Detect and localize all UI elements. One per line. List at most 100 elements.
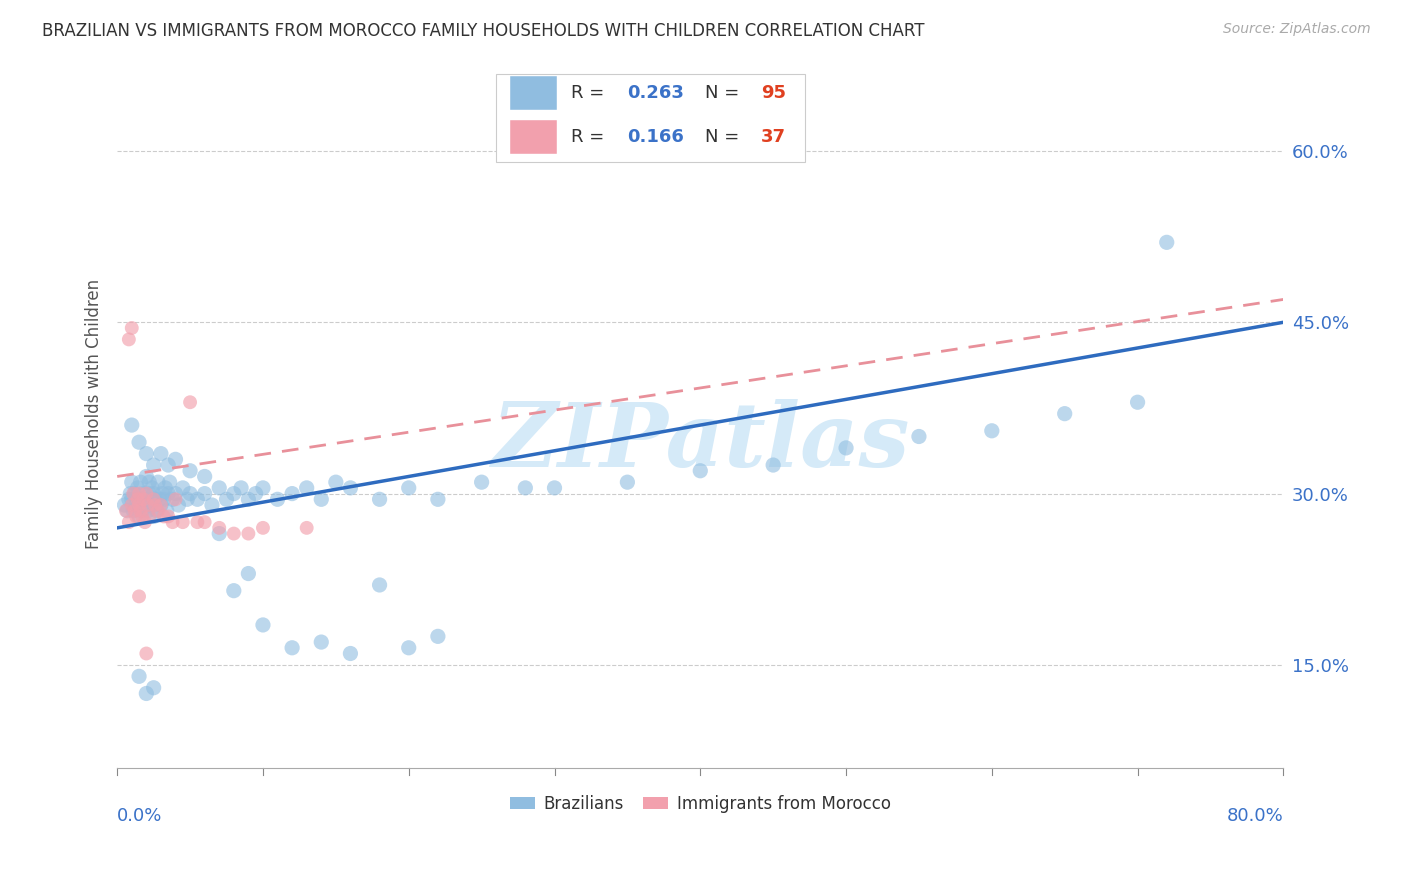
Point: [398, 481, 420, 495]
Point: [149, 498, 172, 512]
Text: 0.166: 0.166: [627, 128, 683, 145]
Point: [208, 521, 231, 535]
Point: [121, 492, 143, 507]
Point: [135, 447, 157, 461]
Point: [368, 492, 391, 507]
Point: [121, 418, 143, 433]
Point: [245, 486, 267, 500]
Point: [132, 486, 155, 500]
Point: [115, 504, 138, 518]
Point: [139, 498, 162, 512]
Point: [762, 458, 785, 472]
Point: [165, 452, 187, 467]
Point: [179, 464, 201, 478]
Point: [142, 492, 165, 507]
Point: [162, 492, 184, 507]
Point: [515, 481, 537, 495]
Point: [129, 475, 152, 490]
Point: [128, 669, 150, 683]
Point: [121, 498, 143, 512]
Point: [543, 481, 565, 495]
Point: [138, 475, 160, 490]
Text: 37: 37: [761, 128, 786, 145]
Point: [135, 469, 157, 483]
Point: [138, 486, 160, 500]
Point: [157, 458, 180, 472]
Point: [143, 492, 166, 507]
Point: [149, 498, 172, 512]
Point: [162, 515, 184, 529]
Point: [145, 504, 167, 518]
Point: [136, 498, 159, 512]
Y-axis label: Family Households with Children: Family Households with Children: [86, 278, 103, 549]
Point: [295, 521, 318, 535]
Text: R =: R =: [571, 128, 610, 145]
Point: [194, 469, 217, 483]
Point: [194, 486, 217, 500]
Point: [128, 509, 150, 524]
Point: [127, 481, 149, 495]
Point: [208, 481, 231, 495]
Point: [339, 481, 361, 495]
Point: [1126, 395, 1149, 409]
Point: [179, 486, 201, 500]
Point: [165, 492, 187, 507]
Text: 95: 95: [761, 84, 786, 102]
FancyBboxPatch shape: [510, 120, 557, 153]
Point: [222, 526, 245, 541]
Point: [129, 504, 152, 518]
Point: [159, 475, 181, 490]
Point: [980, 424, 1002, 438]
Text: 80.0%: 80.0%: [1226, 806, 1284, 824]
Text: 0.263: 0.263: [627, 84, 683, 102]
Text: 0.0%: 0.0%: [117, 806, 163, 824]
Text: Source: ZipAtlas.com: Source: ZipAtlas.com: [1223, 22, 1371, 37]
Text: N =: N =: [704, 84, 745, 102]
Point: [689, 464, 711, 478]
Point: [146, 475, 169, 490]
Text: N =: N =: [704, 128, 745, 145]
Point: [281, 486, 304, 500]
Point: [172, 481, 194, 495]
Point: [222, 583, 245, 598]
Point: [426, 492, 449, 507]
Point: [179, 395, 201, 409]
Point: [121, 475, 143, 490]
FancyBboxPatch shape: [510, 76, 557, 110]
Point: [339, 647, 361, 661]
Point: [124, 486, 146, 500]
Point: [128, 435, 150, 450]
Point: [238, 526, 260, 541]
Point: [157, 486, 180, 500]
Point: [368, 578, 391, 592]
Point: [398, 640, 420, 655]
Point: [238, 566, 260, 581]
Point: [252, 521, 274, 535]
Point: [146, 504, 169, 518]
Point: [118, 492, 141, 507]
Legend: Brazilians, Immigrants from Morocco: Brazilians, Immigrants from Morocco: [503, 789, 897, 820]
Point: [149, 447, 172, 461]
Point: [128, 590, 150, 604]
Point: [176, 492, 198, 507]
Point: [1156, 235, 1178, 250]
Point: [186, 515, 208, 529]
Point: [128, 486, 150, 500]
Point: [150, 486, 173, 500]
Point: [114, 498, 136, 512]
Point: [156, 504, 179, 518]
Point: [186, 492, 208, 507]
Point: [118, 515, 141, 529]
Point: [135, 647, 157, 661]
Point: [616, 475, 638, 490]
Point: [165, 486, 187, 500]
Point: [135, 486, 157, 500]
Point: [131, 504, 153, 518]
Point: [117, 504, 139, 518]
Point: [208, 526, 231, 541]
Point: [222, 486, 245, 500]
Point: [835, 441, 858, 455]
Point: [201, 498, 224, 512]
Point: [157, 509, 180, 524]
Point: [142, 486, 165, 500]
